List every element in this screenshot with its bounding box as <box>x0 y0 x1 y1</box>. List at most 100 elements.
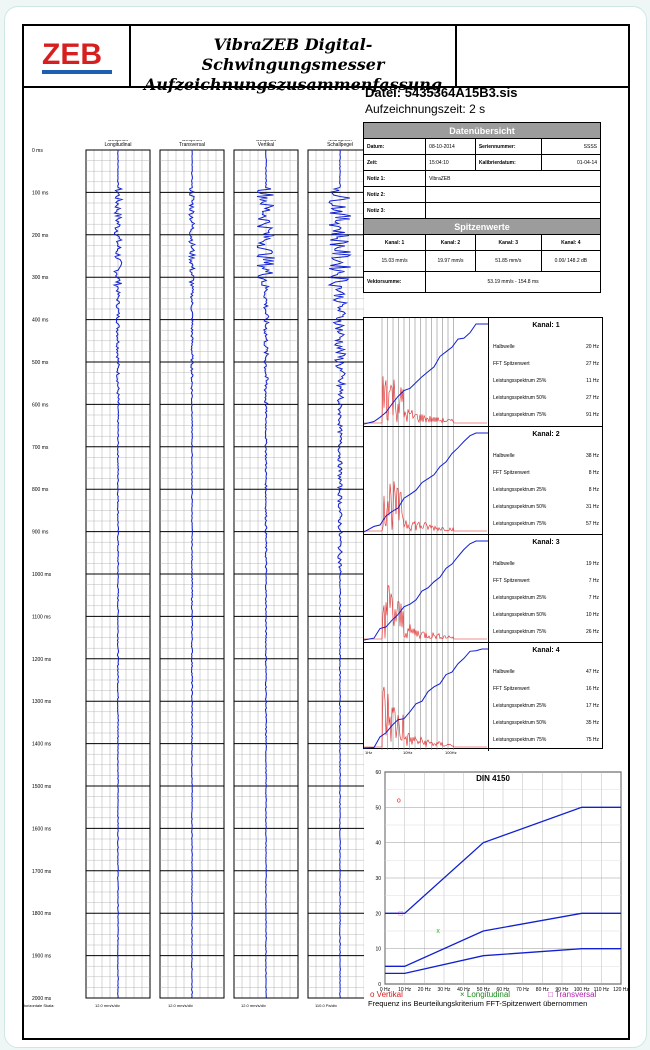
time-tick-label: 1900 ms <box>32 954 52 960</box>
p25-label-4: Leistungsspektrum 25% <box>493 703 547 709</box>
vector-label: Vektorsumme: <box>362 271 427 293</box>
zeb-logo-graphic: ZEB <box>42 38 112 74</box>
datum-label: Datum: <box>362 138 427 155</box>
fft-label-2: FFT Spitzenwert <box>493 470 530 476</box>
p25-value-4: 17 Hz <box>585 703 599 709</box>
spectrum-cumulative-curve <box>364 648 488 749</box>
spectrum-fft-curve <box>364 584 487 640</box>
spectrum-row-4: Kanal: 4 Halbwelle 47 Hz FFT Spitzenwert 1… <box>364 642 602 751</box>
time-tick-label: 600 ms <box>32 402 49 408</box>
spectra-axis-100hz: 100Hz <box>445 750 457 755</box>
spectrum-plot-4 <box>364 643 488 750</box>
p50-value-3: 10 Hz <box>585 612 599 618</box>
time-tick-label: 1300 ms <box>32 699 52 705</box>
din-y-tick: 0 <box>378 982 381 988</box>
p50-value-2: 31 Hz <box>585 504 599 510</box>
p75-label-1: Leistungsspektrum 75% <box>493 412 547 418</box>
scale-label: Horizontale Skala: <box>22 1003 55 1008</box>
time-tick-label: 1400 ms <box>32 742 52 748</box>
calib-label: Kalibrierdatum: <box>474 154 542 171</box>
fft-value-4: 16 Hz <box>585 686 599 692</box>
din-x-tick: 30 Hz <box>437 987 451 992</box>
din-x-tick: 110 Hz <box>594 987 610 992</box>
legend-transversal: □ Transversal <box>548 990 597 999</box>
peaks-title: Spitzenwerte <box>363 218 601 235</box>
time-tick-label: 500 ms <box>32 360 49 366</box>
time-tick-label: 400 ms <box>32 318 49 324</box>
peak-k3-label: Kanal: 3 <box>474 234 542 251</box>
din-point-longitudinal: x <box>436 928 440 935</box>
halb-value-2: 38 Hz <box>585 453 599 459</box>
spectrum-row-3: Kanal: 3 Halbwelle 19 Hz FFT Spitzenwert 7… <box>364 534 602 643</box>
spectrum-plot-1 <box>364 318 488 426</box>
din-limit-line-3 <box>385 948 621 975</box>
din-x-tick: 50 Hz <box>477 987 491 992</box>
din-x-tick: 20 Hz <box>418 987 432 992</box>
scale-ch1: 12.0 mm/s/div <box>95 1003 120 1008</box>
zeit-value: 15:04:10 <box>425 154 476 171</box>
channel-header-text: Mikrophon <box>328 140 352 143</box>
time-tick-label: 1600 ms <box>32 826 52 832</box>
p75-label-4: Leistungsspektrum 75% <box>493 737 547 743</box>
channel-header-text: Vertikal <box>258 142 274 148</box>
time-tick-label: 1500 ms <box>32 784 52 790</box>
p75-value-2: 57 Hz <box>585 521 599 527</box>
spectrum-info-4: Kanal: 4 Halbwelle 47 Hz FFT Spitzenwert 1… <box>488 643 603 751</box>
spectrum-plot-3 <box>364 535 488 642</box>
legend-note: Frequenz ins Beurteilungskriterium FFT-S… <box>368 999 588 1008</box>
spectra-axis: 1Hz 10Hz 100Hz <box>363 750 487 758</box>
p25-value-2: 8 Hz <box>588 487 599 493</box>
channel-header-text: Schallpegel <box>327 142 353 148</box>
notiz2-value <box>425 186 601 203</box>
p25-label-1: Leistungsspektrum 25% <box>493 378 547 384</box>
halb-value-3: 19 Hz <box>585 561 599 567</box>
spectrum-info-1: Kanal: 1 Halbwelle 20 Hz FFT Spitzenwert 2… <box>488 318 603 426</box>
scale-ch2: 12.0 mm/s/div <box>168 1003 193 1008</box>
channel-header-text: Geophon <box>108 140 129 143</box>
spectrum-row-1: Kanal: 1 Halbwelle 20 Hz FFT Spitzenwert 2… <box>364 318 602 426</box>
channel-header-text: Longitudinal <box>105 142 132 148</box>
report-header: ZEB VibraZEB Digital-Schwingungsmesser A… <box>24 26 628 94</box>
time-tick-label: 1800 ms <box>32 911 52 917</box>
halb-label-3: Halbwelle <box>493 561 515 567</box>
din-point-transversal: □ <box>399 910 404 917</box>
zeb-logo: ZEB <box>24 26 131 86</box>
fft-label-4: FFT Spitzenwert <box>493 686 530 692</box>
legend-longitudinal: × Longitudinal <box>460 990 511 999</box>
p75-value-3: 26 Hz <box>585 629 599 635</box>
spectrum-plot-2 <box>364 427 488 534</box>
time-tick-label: 100 ms <box>32 190 49 196</box>
title-line-2: Aufzeichnungszusammenfassung <box>143 75 443 94</box>
halb-value-1: 20 Hz <box>585 344 599 350</box>
vector-value: 53.19 mm/s - 154.8 ms <box>425 271 601 293</box>
din-x-tick: 70 Hz <box>516 987 530 992</box>
din-x-tick: 0 Hz <box>380 987 391 992</box>
file-name: Datei: 5435364A15B3.sis <box>365 85 518 100</box>
fft-value-3: 7 Hz <box>588 578 599 584</box>
din-y-tick: 50 <box>375 805 381 811</box>
spectra-axis-10hz: 10Hz <box>403 750 413 755</box>
halb-label-4: Halbwelle <box>493 669 515 675</box>
peak-k4-value: 0.00/ 148.2 dB <box>540 250 602 272</box>
time-tick-label: 0 ms <box>32 148 43 154</box>
p50-label-4: Leistungsspektrum 50% <box>493 720 547 726</box>
p75-value-1: 91 Hz <box>585 412 599 418</box>
notiz1-label: Notiz 1: <box>362 170 427 187</box>
calib-value: 01-04-14 <box>540 154 602 171</box>
din-x-tick: 60 Hz <box>496 987 510 992</box>
time-tick-label: 200 ms <box>32 233 49 239</box>
p50-value-4: 35 Hz <box>585 720 599 726</box>
legend-vertikal: o Vertikal <box>370 990 403 999</box>
spectrum-cumulative-curve <box>364 323 488 425</box>
p25-label-2: Leistungsspektrum 25% <box>493 487 547 493</box>
notiz1-value: VibraZEB <box>425 170 601 187</box>
fft-label-1: FFT Spitzenwert <box>493 361 530 367</box>
spectrum-title-2: Kanal: 2 <box>532 431 560 438</box>
spectrum-fft-curve <box>364 376 487 424</box>
logo-underline <box>42 70 112 74</box>
time-tick-label: 800 ms <box>32 487 49 493</box>
din-x-tick: 90 Hz <box>555 987 569 992</box>
din-y-tick: 60 <box>375 770 381 776</box>
scale-ch3: 12.0 mm/s/div <box>241 1003 266 1008</box>
peak-k1-label: Kanal: 1 <box>362 234 427 251</box>
